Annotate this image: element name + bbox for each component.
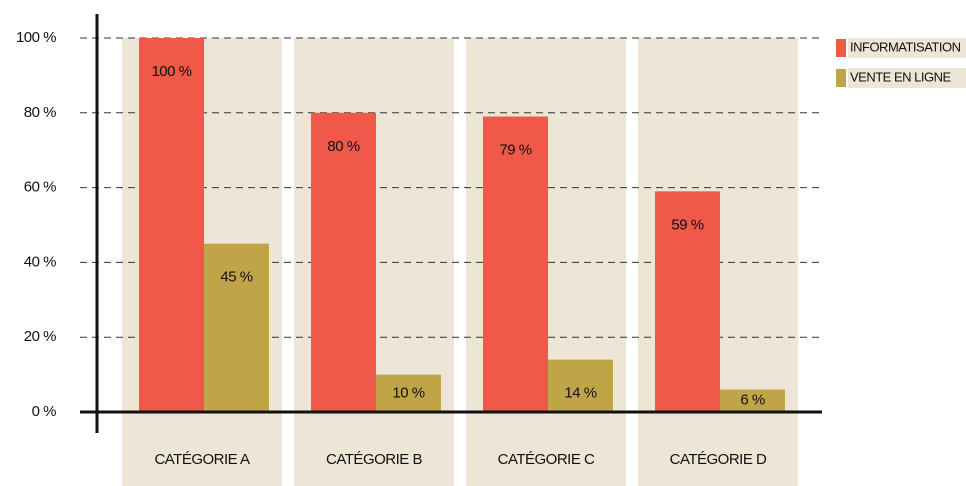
- bar: [376, 374, 441, 412]
- y-tick-label: 100 %: [16, 29, 56, 46]
- legend-swatch: [836, 39, 846, 57]
- x-tick-label: CATÉGORIE A: [154, 451, 250, 468]
- y-tick-label: 60 %: [24, 179, 56, 196]
- y-tick-label: 20 %: [24, 328, 56, 345]
- data-label: 100 %: [151, 63, 191, 80]
- y-tick-label: 0 %: [32, 403, 57, 420]
- y-tick-label: 80 %: [24, 104, 56, 121]
- x-tick-label: CATÉGORIE B: [326, 451, 422, 468]
- bar: [720, 389, 785, 412]
- bar: [204, 243, 269, 412]
- legend-background: [848, 38, 966, 58]
- bar: [311, 112, 376, 413]
- data-label: 45 %: [220, 269, 252, 286]
- bar: [655, 191, 720, 412]
- data-label: 80 %: [327, 138, 359, 155]
- y-tick-label: 40 %: [24, 253, 56, 270]
- legend-background: [848, 68, 966, 88]
- bar: [483, 116, 548, 412]
- legend-swatch: [836, 69, 846, 87]
- data-label: 10 %: [392, 384, 424, 401]
- bar: [548, 359, 613, 412]
- data-label: 6 %: [740, 392, 765, 409]
- data-label: 59 %: [671, 216, 703, 233]
- legend-label: VENTE EN LIGNE: [850, 69, 951, 84]
- bar: [139, 38, 204, 412]
- x-tick-label: CATÉGORIE C: [498, 451, 595, 468]
- legend-label: INFORMATISATION: [850, 39, 961, 54]
- x-tick-label: CATÉGORIE D: [670, 451, 767, 468]
- data-label: 79 %: [499, 142, 531, 159]
- data-label: 14 %: [564, 385, 596, 402]
